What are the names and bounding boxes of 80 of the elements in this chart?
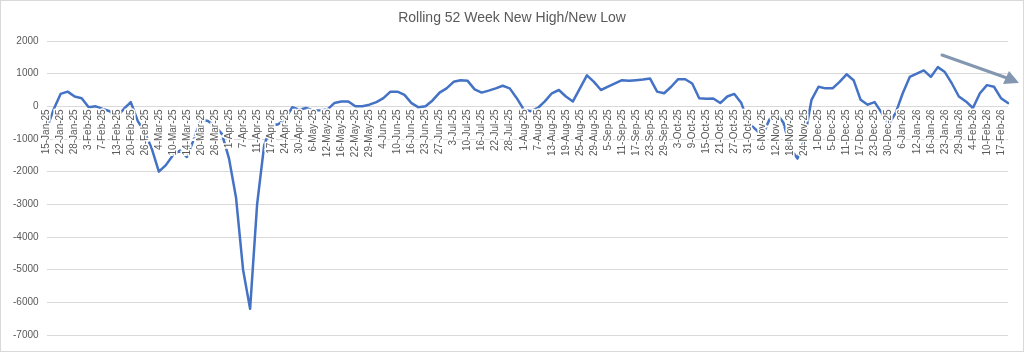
x-tick-label: 17-Sep-25: [629, 108, 641, 157]
x-tick-label: 24-Nov-25: [798, 108, 810, 157]
x-tick-label: 4-Feb-26: [966, 108, 978, 150]
x-tick-label: 5-Sep-25: [601, 108, 613, 151]
y-tick-label: -6000: [13, 296, 40, 308]
y-tick-label: 1000: [16, 67, 40, 79]
x-tick-label: 27-Jun-25: [433, 108, 445, 155]
x-tick-label: 29-Aug-25: [587, 108, 599, 157]
x-tick-label: 16-Jun-25: [405, 108, 417, 155]
x-tick-label: 7-Apr-25: [236, 108, 248, 149]
x-tick-label: 16-Jul-25: [475, 108, 487, 152]
y-tick-label: 2000: [16, 34, 40, 46]
x-tick-label: 22-May-25: [349, 108, 361, 158]
x-tick-label: 1-Aug-25: [517, 108, 529, 151]
x-tick-label: 23-Dec-25: [868, 108, 880, 157]
x-tick-label: 16-Jan-26: [924, 108, 936, 155]
y-tick-label: 0: [33, 100, 40, 112]
y-tick-label: -1000: [13, 132, 40, 144]
x-tick-label: 12-May-25: [321, 108, 333, 158]
x-tick-label: 3-Jul-25: [447, 108, 459, 146]
x-tick-label: 26-Mar-25: [208, 108, 220, 156]
x-tick-label: 4-Mar-25: [152, 108, 164, 150]
x-tick-label: 5-Dec-25: [826, 108, 838, 151]
x-tick-label: 12-Jan-26: [910, 108, 922, 155]
x-tick-label: 7-Feb-25: [96, 108, 108, 150]
x-tick-label: 30-Apr-25: [292, 108, 304, 154]
x-tick-label: 18-Nov-25: [784, 108, 796, 157]
x-tick-label: 13-Aug-25: [545, 108, 557, 157]
x-tick-label: 3-Feb-25: [82, 108, 94, 150]
x-tick-label: 11-Sep-25: [615, 108, 627, 156]
x-tick-label: 19-Aug-25: [559, 108, 571, 157]
x-tick-label: 23-Sep-25: [643, 108, 655, 157]
x-tick-label: 22-Jan-25: [54, 108, 66, 155]
y-tick-label: -2000: [13, 165, 40, 177]
x-tick-label: 6-Jan-26: [896, 108, 908, 149]
x-tick-label: 17-Feb-26: [994, 108, 1006, 156]
x-tick-label: 10-Mar-25: [166, 108, 178, 156]
y-tick-label: -4000: [13, 230, 40, 242]
x-tick-label: 17-Dec-25: [854, 108, 866, 157]
x-tick-label: 6-May-25: [307, 108, 318, 152]
x-tick-label: 6-Nov-25: [756, 108, 768, 151]
x-tick-label: 3-Oct-25: [671, 108, 683, 149]
x-tick-label: 20-Feb-25: [124, 108, 136, 156]
x-tick-label: 29-Sep-25: [657, 108, 669, 157]
chart-title: Rolling 52 Week New High/New Low: [397, 9, 627, 25]
x-tick-label: 15-Jan-25: [40, 108, 52, 155]
x-tick-label: 21-Oct-25: [714, 108, 726, 154]
y-tick-label: -7000: [13, 328, 40, 340]
x-tick-label: 28-Jan-25: [68, 108, 80, 155]
x-tick-label: 1-Dec-25: [812, 108, 824, 151]
x-tick-label: 20-Mar-25: [194, 108, 206, 156]
x-tick-label: 26-Feb-25: [138, 108, 150, 156]
x-tick-label: 17-Apr-25: [264, 108, 276, 154]
x-tick-label: 24-Apr-25: [278, 108, 290, 154]
x-tick-label: 27-Oct-25: [728, 108, 740, 154]
x-tick-label: 10-Jul-25: [461, 108, 473, 152]
x-tick-label: 22-Jul-25: [489, 108, 501, 152]
x-tick-label: 29-May-25: [363, 108, 375, 158]
y-tick-label: -3000: [13, 198, 40, 210]
x-tick-label: 29-Jan-26: [952, 108, 964, 155]
x-tick-label: 25-Aug-25: [573, 108, 585, 157]
x-tick-label: 13-Feb-25: [110, 108, 122, 156]
x-tick-label: 11-Apr-25: [250, 108, 262, 154]
x-tick-label: 12-Nov-25: [770, 108, 782, 157]
x-tick-label: 31-Oct-25: [742, 108, 754, 154]
x-tick-label: 10-Jun-25: [391, 108, 403, 155]
x-tick-label: 16-May-25: [335, 108, 347, 158]
x-tick-label: 30-Dec-25: [882, 108, 894, 157]
x-tick-label: 14-Mar-25: [180, 108, 192, 156]
x-tick-label: 4-Jun-25: [377, 108, 389, 149]
x-tick-label: 10-Feb-26: [980, 108, 992, 156]
x-tick-label: 23-Jan-26: [938, 108, 950, 155]
x-tick-label: 9-Oct-25: [685, 108, 697, 149]
x-tick-label: 28-Jul-25: [503, 108, 515, 152]
x-tick-label: 11-Dec-25: [840, 108, 852, 156]
x-tick-label: 1-Apr-25: [222, 108, 234, 149]
y-tick-label: -5000: [13, 263, 40, 275]
x-tick-label: 7-Aug-25: [531, 108, 543, 151]
x-tick-label: 15-Oct-25: [699, 108, 711, 154]
x-tick-label: 23-Jun-25: [419, 108, 431, 155]
